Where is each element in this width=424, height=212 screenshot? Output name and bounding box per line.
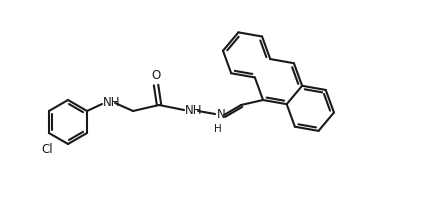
Text: H: H (214, 124, 222, 134)
Text: Cl: Cl (41, 143, 53, 156)
Text: N: N (217, 109, 226, 121)
Text: NH: NH (185, 105, 203, 117)
Text: NH: NH (103, 96, 120, 110)
Text: O: O (151, 69, 161, 82)
